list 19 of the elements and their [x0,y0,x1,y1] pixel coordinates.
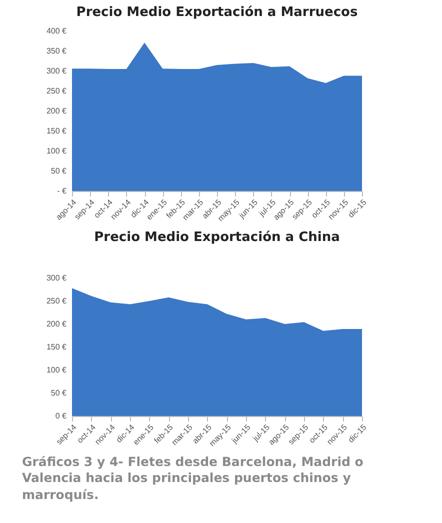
y-tick-label: 350 € [46,46,68,56]
y-tick-label: 300 € [46,274,68,282]
y-tick-label: 250 € [46,86,68,96]
y-tick-label: 50 € [50,388,68,398]
y-tick-label: - € [57,186,68,196]
y-tick-label: 150 € [46,342,68,352]
y-tick-label: 200 € [46,320,68,328]
chart-title: Precio Medio Exportación a China [94,230,340,245]
y-tick-label: 50 € [50,166,68,176]
y-tick-label: 400 € [46,26,68,36]
y-tick-label: 150 € [46,126,68,136]
y-tick-label: 250 € [46,296,68,306]
chart-title: Precio Medio Exportación a Marruecos [76,5,358,20]
y-tick-label: 100 € [46,146,68,156]
y-tick-label: 300 € [46,66,68,76]
y-tick-label: 200 € [46,106,68,116]
y-tick-label: 100 € [46,366,68,374]
text: Gráficos 3 y 4- Fletes desde Barcelona, Madrid o Valencia hacia los principales puertos chinos y marroquís. [22,454,364,503]
y-tick-label: 0 € [55,412,68,420]
